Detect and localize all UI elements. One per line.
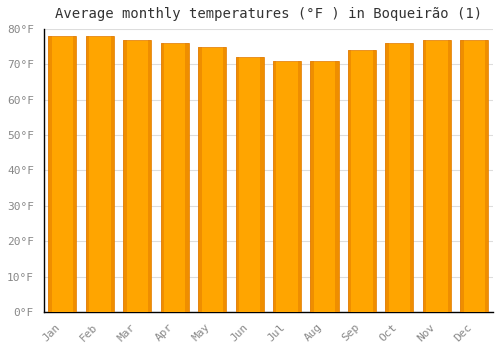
Bar [448, 40, 451, 312]
Bar [348, 50, 376, 312]
Bar [260, 57, 264, 312]
Bar [310, 61, 314, 312]
Bar [48, 36, 51, 312]
Bar [160, 43, 164, 312]
Bar [223, 47, 226, 312]
Bar [386, 43, 389, 312]
Bar [198, 47, 226, 312]
Bar [423, 40, 451, 312]
Bar [236, 57, 264, 312]
Bar [298, 61, 301, 312]
Bar [86, 36, 114, 312]
Bar [273, 61, 276, 312]
Bar [485, 40, 488, 312]
Bar [372, 50, 376, 312]
Bar [123, 40, 152, 312]
Bar [236, 57, 239, 312]
Bar [86, 36, 89, 312]
Bar [460, 40, 464, 312]
Bar [73, 36, 76, 312]
Bar [460, 40, 488, 312]
Bar [423, 40, 426, 312]
Bar [123, 40, 126, 312]
Bar [310, 61, 338, 312]
Bar [273, 61, 301, 312]
Bar [148, 40, 152, 312]
Bar [110, 36, 114, 312]
Title: Average monthly temperatures (°F ) in Boqueirão (1): Average monthly temperatures (°F ) in Bo… [55, 7, 482, 21]
Bar [198, 47, 202, 312]
Bar [386, 43, 413, 312]
Bar [160, 43, 189, 312]
Bar [48, 36, 76, 312]
Bar [348, 50, 352, 312]
Bar [410, 43, 414, 312]
Bar [186, 43, 189, 312]
Bar [335, 61, 338, 312]
